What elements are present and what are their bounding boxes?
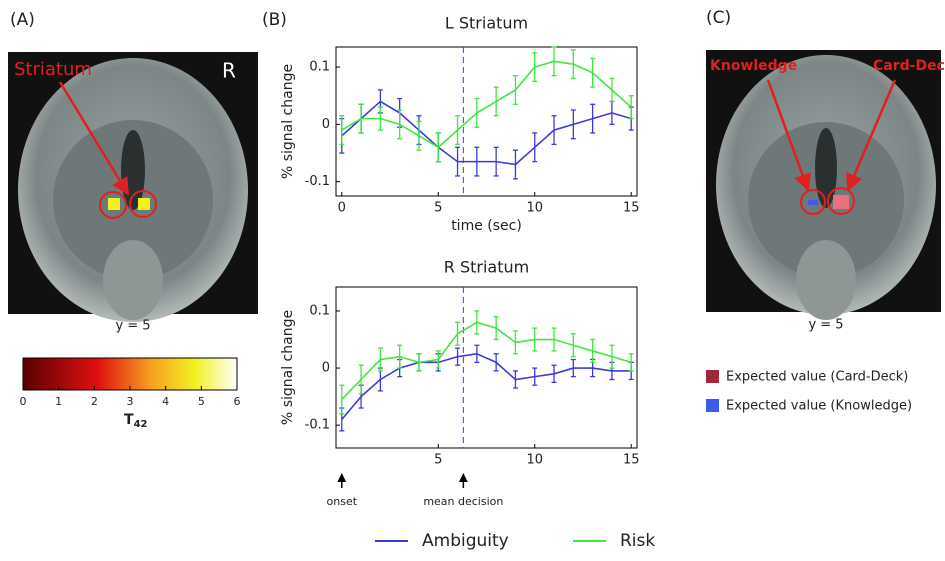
colorbar-tick-label: 5	[198, 395, 205, 408]
y-tick-label: 0.1	[309, 60, 330, 75]
annotation-label: onset	[327, 495, 358, 508]
brain-image	[706, 50, 941, 320]
side-label: R	[222, 59, 236, 83]
series-line	[342, 354, 631, 420]
annotation: Striatum	[14, 59, 92, 80]
legend-label: Expected value (Card-Deck)	[726, 370, 908, 385]
colorbar-label-main: T	[124, 412, 134, 428]
legend-swatch	[706, 399, 719, 412]
x-tick-label: 10	[526, 453, 543, 468]
panel-label: (B)	[262, 10, 287, 30]
y-tick-label: 0.1	[309, 303, 330, 318]
brain-image	[8, 52, 258, 322]
chart-title: L Striatum	[445, 14, 528, 33]
x-axis-label: time (sec)	[451, 218, 522, 234]
y-tick-label: 0	[322, 117, 330, 132]
colorbar-tick-label: 1	[55, 395, 62, 408]
annotation: Knowledge	[710, 58, 797, 74]
y-tick-label: -0.1	[305, 418, 330, 433]
legend-label: Risk	[620, 531, 655, 551]
colorbar-label: T42	[124, 412, 148, 430]
panel-label: (C)	[706, 8, 731, 28]
colorbar-tick-label: 6	[234, 395, 241, 408]
colorbar-tick-label: 4	[162, 395, 169, 408]
x-tick-label: 15	[623, 201, 640, 216]
x-tick-label: 0	[338, 201, 346, 216]
panel-label: (A)	[10, 10, 35, 30]
colorbar-tick-label: 0	[20, 395, 27, 408]
colorbar-label-sub: 42	[134, 419, 148, 430]
annotation: Card-Deck	[873, 58, 945, 74]
x-tick-label: 5	[434, 201, 442, 216]
series-line	[342, 101, 631, 164]
y-axis-label: % signal change	[280, 310, 296, 425]
x-tick-label: 15	[623, 453, 640, 468]
y-tick-label: -0.1	[305, 174, 330, 189]
legend-label: Ambiguity	[422, 531, 509, 551]
x-tick-label: 5	[434, 453, 442, 468]
x-tick-label: 10	[526, 201, 543, 216]
slice-label: y = 5	[808, 318, 843, 333]
chart-title: R Striatum	[444, 258, 529, 277]
y-axis-label: % signal change	[280, 64, 296, 179]
series-line	[342, 322, 631, 399]
slice-label: y = 5	[115, 319, 150, 334]
figure: (A) Striatum R y = 5 T42 (B) (C) Knowled…	[0, 0, 945, 557]
legend-swatch	[706, 370, 719, 383]
annotation-label: mean decision	[423, 495, 503, 508]
y-tick-label: 0	[322, 361, 330, 376]
plot-frame	[336, 47, 637, 196]
colorbar-tick-label: 3	[127, 395, 134, 408]
colorbar-tick-label: 2	[91, 395, 98, 408]
legend-label: Expected value (Knowledge)	[726, 399, 912, 414]
colorbar	[23, 358, 237, 390]
